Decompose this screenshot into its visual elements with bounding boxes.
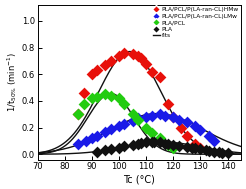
Point [84,139,88,143]
Point [204,149,208,152]
Point [90,97,94,100]
Point [131,53,135,56]
Point [109,127,113,130]
Point [152,141,156,144]
Point [109,94,113,97]
Point [104,149,108,152]
Point [171,143,175,146]
Point [82,91,86,94]
Point [158,137,162,140]
Point [220,151,224,154]
Point [123,51,126,54]
Point [163,142,167,145]
Legend: PLA/PCL/P(LA-ran-CL)HMw, PLA/PCL/P(LA-ran-CL)LMw, PLA/PCL, PLA, fits: PLA/PCL/P(LA-ran-CL)HMw, PLA/PCL/P(LA-ra… [152,7,239,39]
Point [95,150,99,153]
Point [177,118,181,121]
Point [217,151,221,154]
Point [90,137,94,140]
Point [190,146,194,149]
Point [150,141,154,144]
Point [117,125,121,128]
Point [166,143,170,146]
Point [171,115,175,119]
Point [193,142,197,145]
Point [158,141,162,144]
Point [144,141,148,144]
Point [150,114,154,117]
Point [212,150,216,153]
Point [123,145,126,148]
Point [139,141,143,144]
Point [139,57,143,60]
Point [136,142,140,145]
Point [199,147,202,150]
Point [104,63,108,66]
Point [90,73,94,76]
Point [199,129,202,132]
Point [104,130,108,133]
Point [136,118,140,121]
Point [158,75,162,78]
Point [136,117,140,120]
Point [76,113,80,116]
Point [144,126,148,129]
Point [193,147,197,150]
Point [212,139,216,143]
Point [95,134,99,137]
Point [131,119,135,122]
Point [207,149,211,152]
Point [123,122,126,125]
Point [226,151,230,154]
Point [117,146,121,149]
Point [76,113,80,116]
Point [207,134,211,137]
Point [171,146,175,149]
Point [193,125,197,128]
Point [163,114,167,117]
Point [150,70,154,73]
Point [150,131,154,134]
Point [95,69,99,72]
Point [136,54,140,57]
Point [123,102,126,105]
Point [185,134,189,137]
Point [131,143,135,146]
Point [144,62,148,65]
Point [166,142,170,145]
Point [177,144,181,147]
Point [76,142,80,145]
Point [171,115,175,119]
Y-axis label: 1/t$_{50\%}$ (min$^{-1}$): 1/t$_{50\%}$ (min$^{-1}$) [5,52,19,112]
Point [109,59,113,62]
Point [117,97,121,100]
Point [95,95,99,98]
Point [179,126,183,129]
Point [144,115,148,119]
Point [185,145,189,148]
Point [109,147,113,150]
Point [104,93,108,96]
X-axis label: Tc (°C): Tc (°C) [123,174,155,184]
Point [185,121,189,124]
Point [199,146,202,149]
Point [131,113,135,116]
Point [117,54,121,57]
Point [166,102,170,105]
Point [82,102,86,105]
Point [158,113,162,116]
